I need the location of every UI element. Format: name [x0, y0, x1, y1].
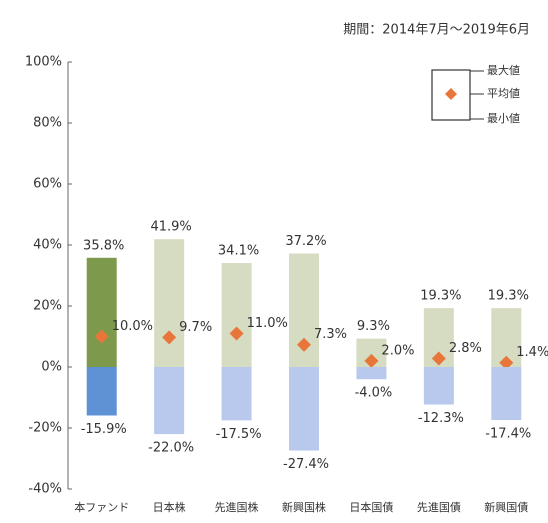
- legend-label: 平均値: [487, 87, 520, 100]
- x-tick-label: 日本株: [153, 500, 186, 514]
- legend-label: 最小値: [487, 112, 520, 125]
- y-tick-label: -40%: [28, 482, 62, 497]
- x-tick-label: 先進国債: [417, 500, 461, 514]
- data-label: -12.3%: [418, 411, 464, 426]
- average-marker: [431, 351, 446, 366]
- bar: [221, 367, 252, 421]
- x-tick-label: 本ファンド: [74, 500, 129, 514]
- data-label: 7.3%: [314, 327, 347, 342]
- bar: [86, 367, 117, 416]
- data-label: 9.3%: [357, 319, 390, 334]
- data-label: -27.4%: [283, 457, 329, 472]
- data-label: 19.3%: [488, 289, 529, 304]
- bar: [356, 367, 387, 380]
- data-label: 11.0%: [247, 316, 288, 331]
- bar: [491, 367, 522, 421]
- data-label: 1.4%: [516, 345, 548, 360]
- average-marker: [364, 353, 379, 368]
- data-label: -15.9%: [81, 422, 127, 437]
- y-tick-label: 60%: [33, 177, 62, 192]
- bar: [221, 262, 252, 367]
- data-label: 2.0%: [381, 343, 414, 358]
- bar: [154, 367, 185, 435]
- average-marker: [297, 337, 311, 352]
- legend-box: [431, 69, 471, 121]
- legend-marker: [445, 88, 457, 100]
- data-label: 34.1%: [218, 243, 259, 258]
- data-label: 9.7%: [179, 320, 212, 335]
- data-label: -22.0%: [148, 441, 194, 456]
- average-marker: [229, 326, 244, 341]
- data-label: 19.3%: [420, 289, 461, 304]
- data-label: 37.2%: [285, 234, 326, 249]
- data-label: -17.5%: [216, 427, 262, 442]
- y-tick-label: 80%: [33, 116, 62, 131]
- data-label: -17.4%: [485, 427, 531, 442]
- x-tick-label: 新興国株: [282, 500, 326, 514]
- bar: [423, 367, 454, 405]
- average-marker: [499, 355, 514, 370]
- data-label: 2.8%: [449, 341, 482, 356]
- data-label: 41.9%: [150, 220, 191, 235]
- data-label: 35.8%: [83, 238, 124, 253]
- average-marker: [162, 330, 177, 345]
- y-tick-label: -20%: [28, 421, 62, 436]
- data-label: 10.0%: [112, 319, 153, 334]
- chart-subtitle: 期間：2014年7月～2019年6月: [343, 23, 530, 38]
- x-tick-label: 新興国債: [484, 500, 528, 514]
- bar: [86, 257, 117, 367]
- x-tick-label: 先進国株: [215, 500, 259, 514]
- y-tick-label: 100%: [25, 55, 62, 70]
- y-tick-label: 40%: [33, 238, 62, 253]
- average-marker: [94, 329, 109, 344]
- bar: [154, 239, 185, 367]
- x-tick-label: 日本国債: [349, 500, 393, 514]
- y-tick-label: 0%: [41, 360, 62, 375]
- legend-label: 最大値: [487, 63, 520, 77]
- bar: [289, 367, 319, 451]
- data-label: -4.0%: [355, 386, 393, 401]
- y-tick-label: 20%: [33, 299, 62, 314]
